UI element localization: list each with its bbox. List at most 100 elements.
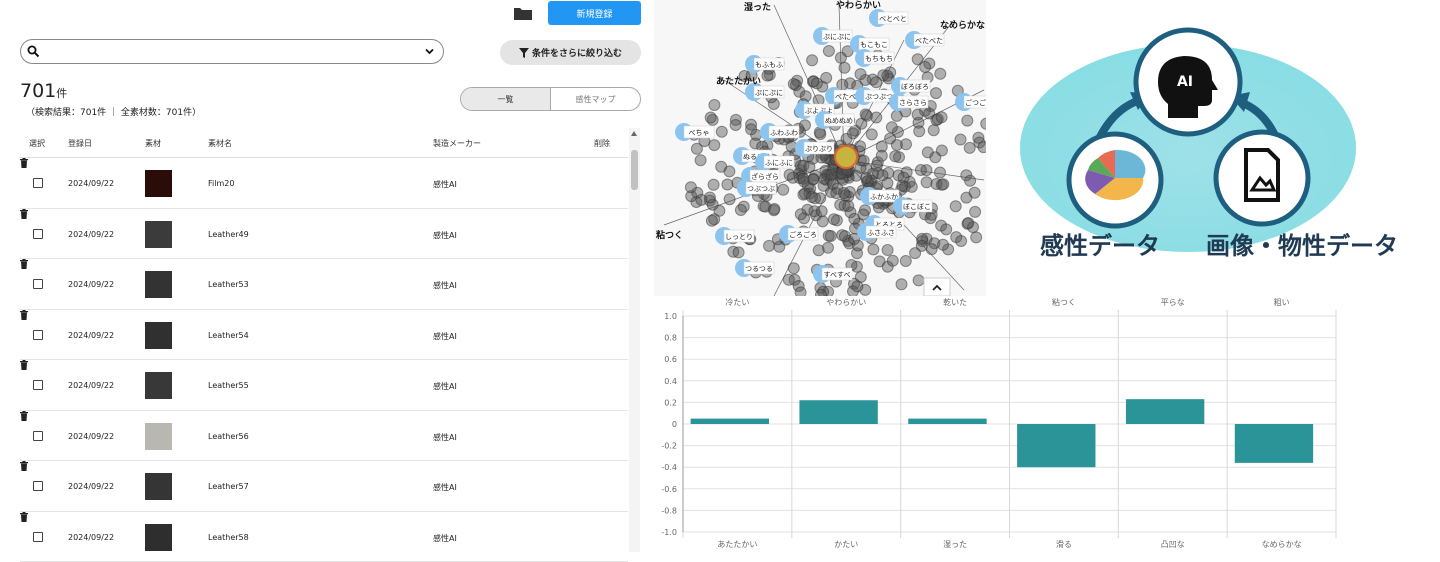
map-data-point[interactable] (724, 194, 735, 205)
map-data-point[interactable] (915, 165, 926, 176)
row-material-name[interactable]: Leather55 (208, 381, 249, 390)
map-data-point[interactable] (839, 188, 850, 199)
map-data-point[interactable] (716, 126, 727, 137)
map-data-point[interactable] (871, 112, 882, 123)
map-word-label[interactable]: つるつる (745, 265, 773, 273)
material-thumbnail[interactable] (145, 221, 172, 248)
map-data-point[interactable] (825, 231, 836, 242)
map-data-point[interactable] (855, 69, 866, 80)
map-word-label[interactable]: べとべと (879, 15, 907, 23)
selected-material-point[interactable] (835, 146, 857, 168)
map-data-point[interactable] (971, 232, 982, 243)
map-data-point[interactable] (835, 52, 846, 63)
row-material-name[interactable]: Leather56 (208, 432, 249, 441)
map-data-point[interactable] (709, 140, 720, 151)
map-data-point[interactable] (783, 274, 794, 285)
map-word-label[interactable]: ぼろぼろ (901, 83, 929, 91)
map-data-point[interactable] (760, 201, 771, 212)
map-word-label[interactable]: ざらざら (751, 172, 779, 181)
map-data-point[interactable] (891, 110, 902, 121)
map-data-point[interactable] (871, 77, 882, 88)
scroll-thumb[interactable] (631, 150, 638, 190)
map-data-point[interactable] (811, 78, 822, 89)
map-data-point[interactable] (928, 125, 939, 136)
map-data-point[interactable] (839, 62, 850, 73)
map-data-point[interactable] (963, 218, 974, 229)
tab-list[interactable]: 一覧 (461, 88, 551, 110)
map-data-point[interactable] (926, 244, 937, 255)
map-data-point[interactable] (850, 125, 861, 136)
map-data-point[interactable] (913, 275, 924, 286)
material-thumbnail[interactable] (145, 322, 172, 349)
map-data-point[interactable] (823, 46, 834, 57)
map-data-point[interactable] (876, 150, 887, 161)
bar[interactable] (799, 400, 877, 424)
row-material-name[interactable]: Leather53 (208, 280, 249, 289)
trash-icon[interactable] (20, 461, 28, 471)
map-word-label[interactable]: べたべた (915, 37, 943, 45)
map-data-point[interactable] (938, 239, 949, 250)
map-word-label[interactable]: ふかふか (870, 193, 898, 201)
filter-button[interactable]: 条件をさらに絞り込む (500, 40, 641, 65)
table-row[interactable]: 2024/09/22 Leather53 感性AI (20, 259, 628, 310)
map-data-point[interactable] (922, 147, 933, 158)
material-thumbnail[interactable] (145, 372, 172, 399)
map-data-point[interactable] (935, 167, 946, 178)
map-word-label[interactable]: ふわふわ (770, 129, 798, 137)
kansei-map-canvas[interactable]: もふもふぷにぷにぷにぷにもこもこもちもちべとべとべたべたぺたぺたぷつぷつぼろぼろ… (654, 0, 986, 296)
map-word-label[interactable]: ぬめぬめ (825, 117, 853, 125)
kansei-map[interactable]: もふもふぷにぷにぷにぷにもこもこもちもちべとべとべたべたぺたぺたぷつぷつぼろぼろ… (654, 0, 986, 296)
map-data-point[interactable] (935, 68, 946, 79)
map-data-point[interactable] (709, 100, 720, 111)
trash-icon[interactable] (20, 411, 28, 421)
table-row[interactable]: 2024/09/22 Leather56 感性AI (20, 411, 628, 462)
trash-icon[interactable] (20, 512, 28, 522)
map-data-point[interactable] (696, 194, 707, 205)
bar[interactable] (1017, 424, 1095, 467)
material-thumbnail[interactable] (145, 170, 172, 197)
map-data-point[interactable] (828, 214, 839, 225)
map-data-point[interactable] (804, 161, 815, 172)
map-data-point[interactable] (746, 124, 757, 135)
map-data-point[interactable] (705, 112, 716, 123)
map-word-label[interactable]: ごろごろ (789, 230, 817, 239)
map-data-point[interactable] (860, 109, 871, 120)
map-data-point[interactable] (733, 247, 744, 258)
material-thumbnail[interactable] (145, 473, 172, 500)
map-data-point[interactable] (813, 245, 824, 256)
map-data-point[interactable] (843, 201, 854, 212)
map-data-point[interactable] (778, 184, 789, 195)
map-word-label[interactable]: ぷつぷつ (865, 93, 893, 101)
map-data-point[interactable] (852, 281, 863, 292)
bar[interactable] (1126, 399, 1204, 424)
map-word-label[interactable]: べちゃ (689, 129, 710, 137)
table-row[interactable]: 2024/09/22 Film20 感性AI (20, 158, 628, 209)
map-data-point[interactable] (691, 143, 702, 154)
map-data-point[interactable] (938, 179, 949, 190)
map-word-label[interactable]: ごつごつ (965, 98, 986, 107)
map-data-point[interactable] (891, 140, 902, 151)
map-word-label[interactable]: ぷにぷに (755, 89, 783, 97)
map-data-point[interactable] (882, 245, 893, 256)
row-material-name[interactable]: Leather58 (208, 533, 249, 542)
map-data-point[interactable] (708, 179, 719, 190)
map-word-label[interactable]: ふにふに (765, 159, 793, 167)
row-checkbox[interactable] (33, 431, 43, 441)
map-data-point[interactable] (806, 192, 817, 203)
map-data-point[interactable] (936, 112, 947, 123)
table-row[interactable]: 2024/09/22 Leather55 感性AI (20, 360, 628, 411)
folder-icon[interactable] (514, 6, 532, 20)
map-data-point[interactable] (898, 172, 909, 183)
map-data-point[interactable] (890, 151, 901, 162)
material-thumbnail[interactable] (145, 524, 172, 551)
map-word-label[interactable]: もこもこ (860, 41, 888, 49)
map-word-label[interactable]: しっとり (725, 233, 753, 241)
table-row[interactable]: 2024/09/22 Leather49 感性AI (20, 209, 628, 260)
map-data-point[interactable] (931, 88, 942, 99)
table-row[interactable]: 2024/09/22 Leather57 感性AI (20, 461, 628, 512)
map-data-point[interactable] (900, 256, 911, 267)
map-data-point[interactable] (858, 155, 869, 166)
material-thumbnail[interactable] (145, 271, 172, 298)
map-data-point[interactable] (730, 120, 741, 131)
bar[interactable] (908, 419, 986, 424)
